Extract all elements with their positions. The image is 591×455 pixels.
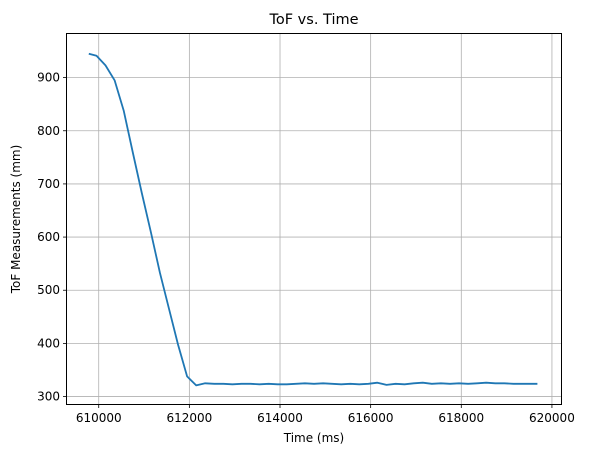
y-tick-label: 900 bbox=[37, 71, 60, 85]
y-tick-label: 800 bbox=[37, 124, 60, 138]
y-tick-label: 600 bbox=[37, 230, 60, 244]
x-tick-label: 612000 bbox=[166, 411, 212, 425]
x-tick-label: 616000 bbox=[348, 411, 394, 425]
y-tick-label: 700 bbox=[37, 177, 60, 191]
y-axis-ticks: 300 400 500 600 700 800 900 bbox=[37, 71, 67, 404]
series-group bbox=[88, 52, 538, 387]
series-line bbox=[88, 52, 538, 387]
x-axis-label: Time (ms) bbox=[283, 431, 345, 445]
x-tick-label: 614000 bbox=[257, 411, 303, 425]
x-tick-label: 620000 bbox=[529, 411, 575, 425]
x-tick-label: 610000 bbox=[76, 411, 122, 425]
y-tick-label: 500 bbox=[37, 283, 60, 297]
plot-frame bbox=[66, 33, 562, 405]
x-axis-ticks: 610000 612000 614000 616000 618000 620000 bbox=[76, 404, 575, 425]
y-axis-label: ToF Measurements (mm) bbox=[9, 145, 23, 295]
y-tick-label: 400 bbox=[37, 336, 60, 350]
x-tick-label: 618000 bbox=[438, 411, 484, 425]
grid bbox=[67, 34, 561, 404]
chart-title: ToF vs. Time bbox=[268, 12, 358, 28]
y-tick-label: 300 bbox=[37, 390, 60, 404]
